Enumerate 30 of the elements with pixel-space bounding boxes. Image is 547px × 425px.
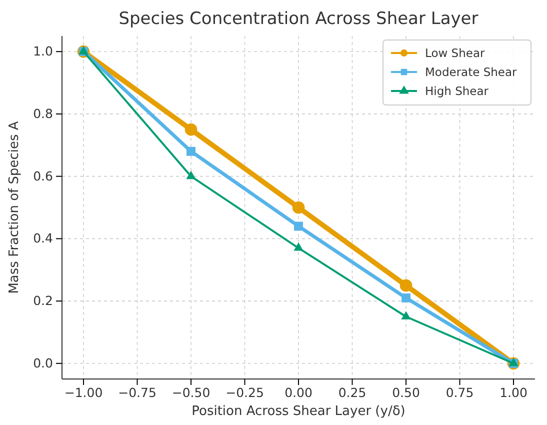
x-tick-label: 1.00 — [500, 384, 528, 400]
x-tick-label: −0.25 — [226, 384, 264, 400]
y-tick-label: 0.0 — [33, 355, 54, 370]
point — [402, 293, 410, 302]
point — [184, 123, 198, 136]
x-axis-title: Position Across Shear Layer (y/δ) — [192, 404, 406, 419]
y-tick-label: 0.2 — [33, 293, 53, 308]
legend-label: High Shear — [425, 84, 489, 98]
point — [294, 242, 304, 251]
point — [401, 311, 411, 320]
y-tick-label: 0.4 — [33, 230, 54, 246]
y-tick-label: 0.8 — [33, 106, 54, 121]
legend-label: Low Shear — [425, 46, 486, 60]
y-tick-label: 0.6 — [33, 168, 54, 184]
legend-label: Moderate Shear — [425, 65, 518, 79]
y-axis-title: Mass Fraction of Species A — [7, 121, 22, 294]
x-tick-label: −1.00 — [64, 384, 103, 400]
x-tick-label: 0.50 — [392, 384, 420, 400]
x-tick-label: −0.50 — [172, 384, 210, 400]
point — [186, 170, 196, 180]
x-tick-label: 0.25 — [338, 384, 366, 400]
point — [400, 279, 412, 292]
point — [186, 146, 196, 156]
x-tick-label: 0.75 — [446, 384, 474, 400]
point — [294, 222, 303, 231]
point — [292, 201, 305, 214]
x-tick-label: 0.00 — [284, 384, 312, 400]
x-tick-label: −0.75 — [118, 384, 156, 400]
y-tick-label: 1.0 — [33, 44, 54, 59]
chart-title: Species Concentration Across Shear Layer — [118, 9, 478, 29]
